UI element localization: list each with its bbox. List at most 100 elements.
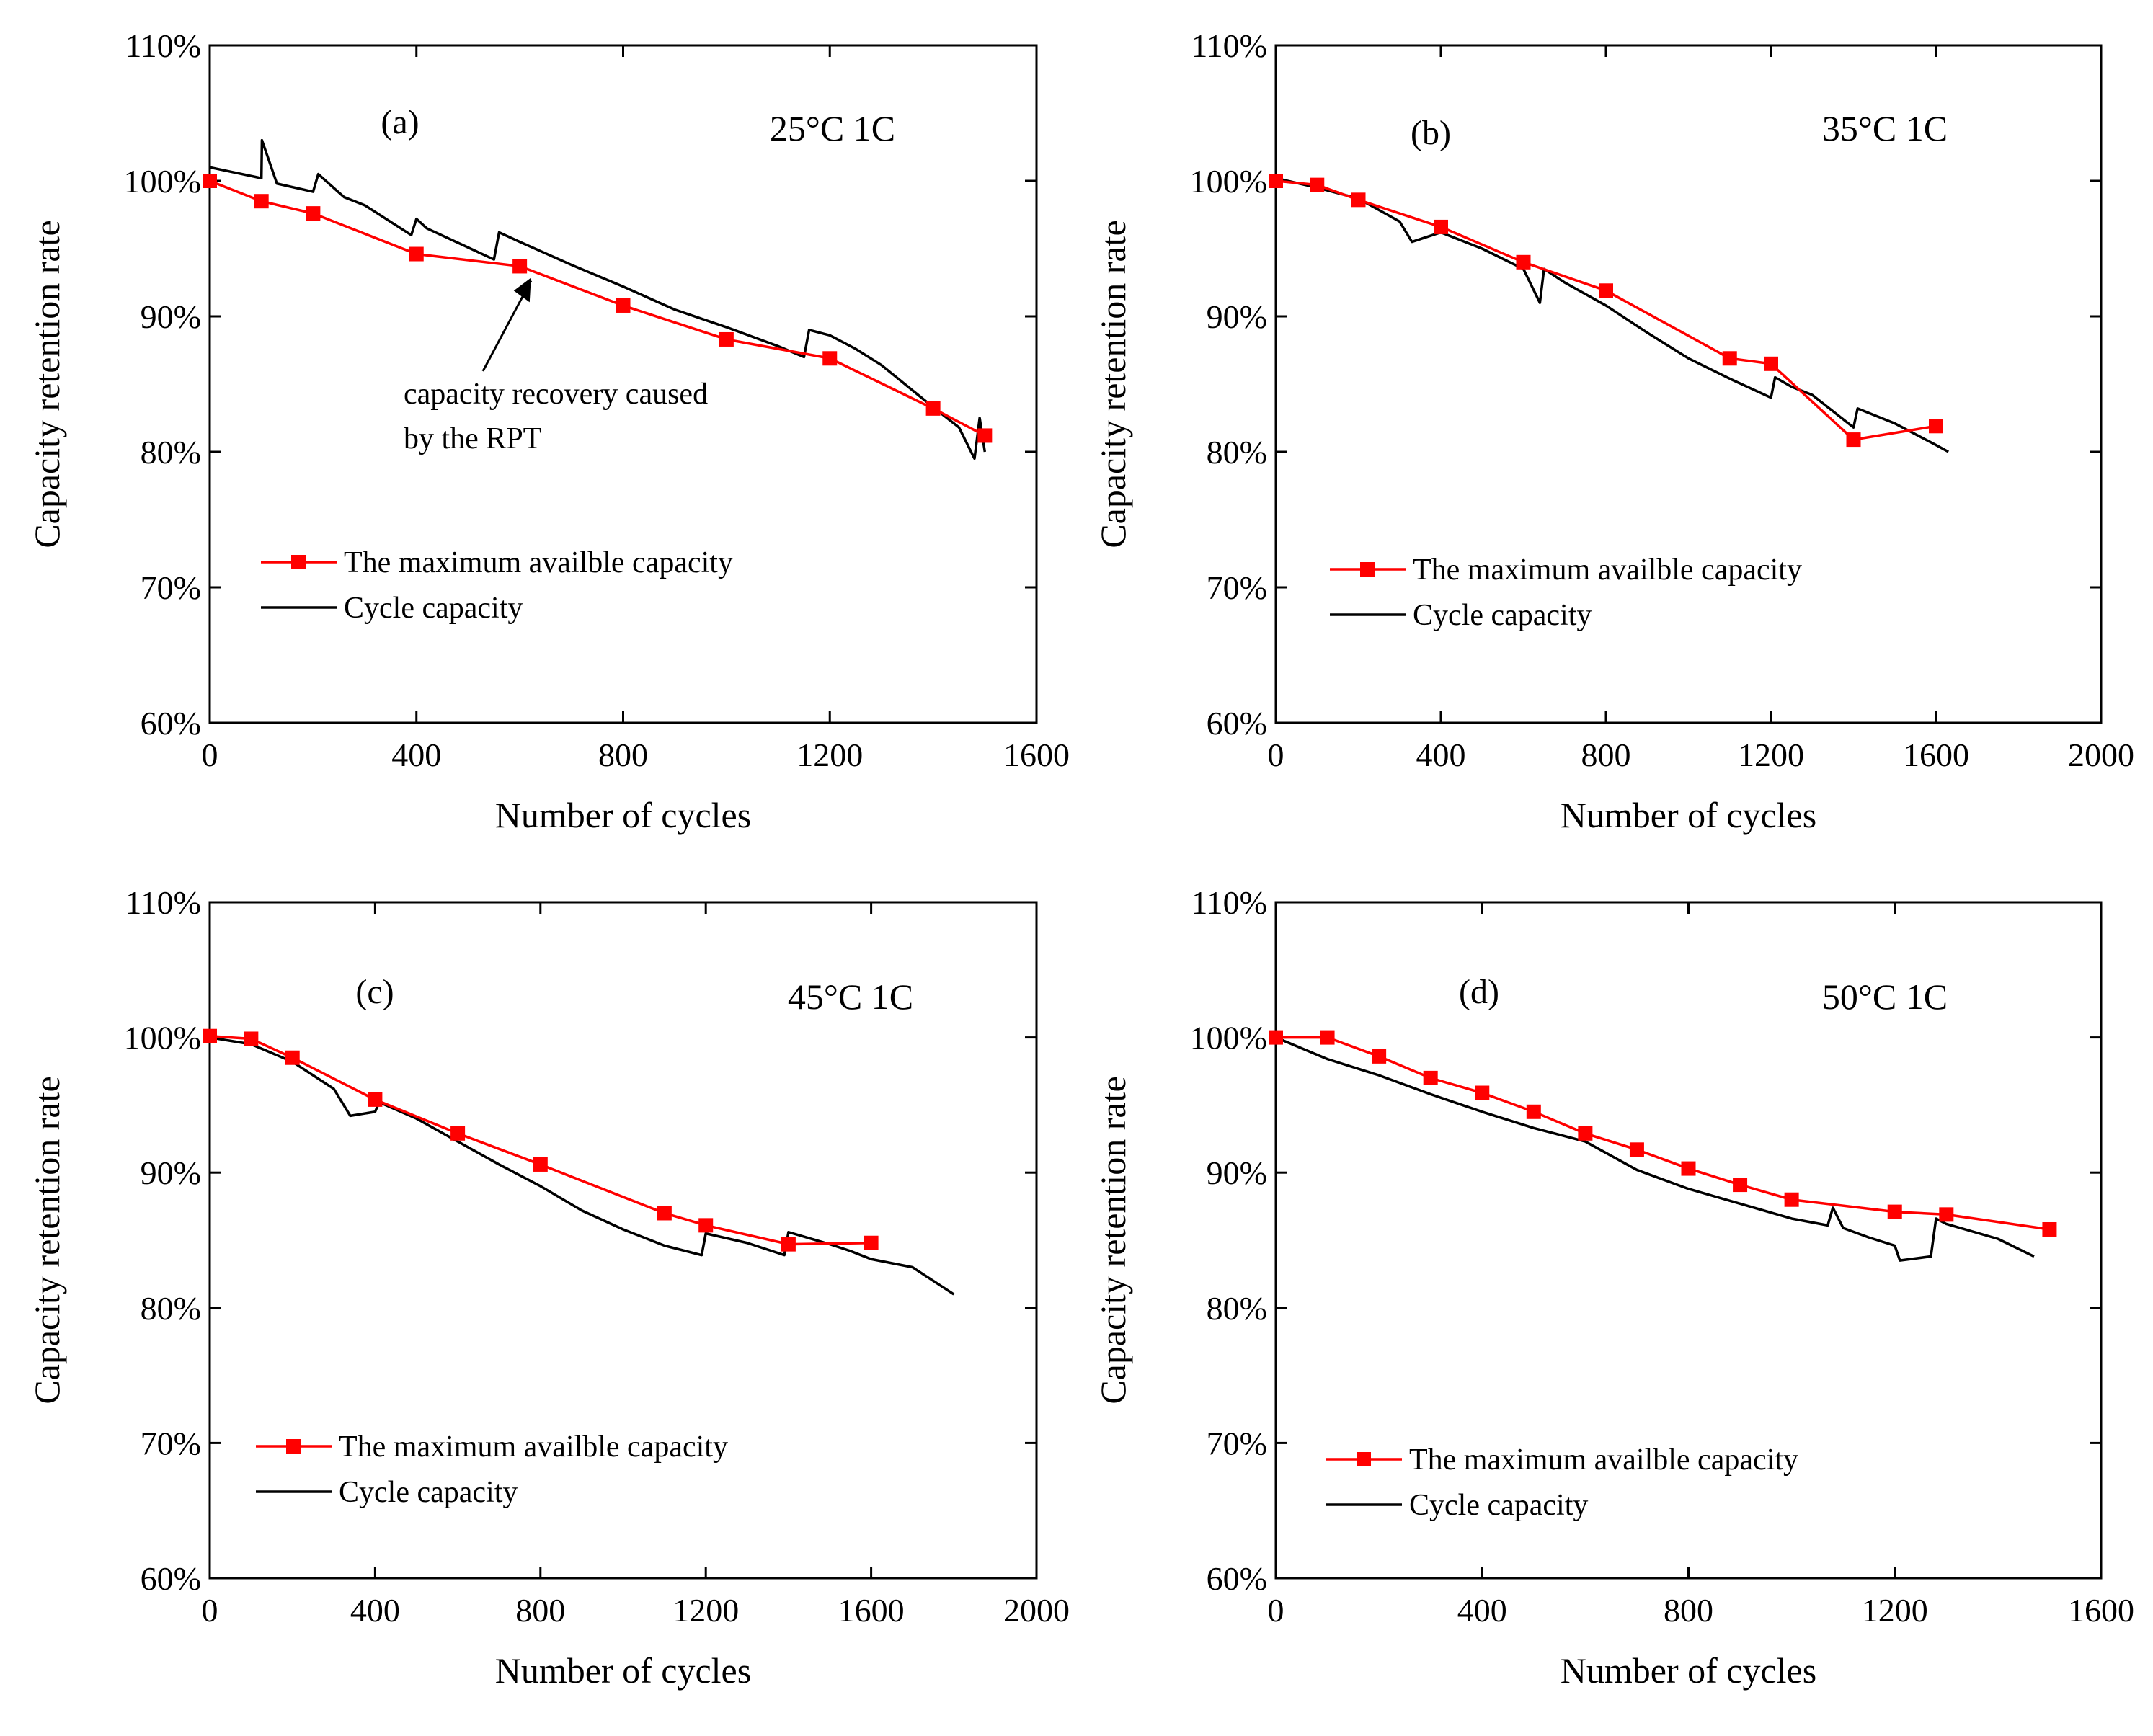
max-capacity-point (533, 1157, 548, 1172)
panel-label: (b) (1411, 114, 1451, 152)
x-tick-label: 0 (202, 1592, 218, 1629)
max-capacity-point (1764, 356, 1778, 371)
x-tick-label: 1200 (1738, 736, 1804, 773)
x-axis-title: Number of cycles (495, 1650, 751, 1691)
max-capacity-point (203, 174, 217, 188)
x-tick-label: 1200 (672, 1592, 739, 1629)
max-capacity-point (409, 246, 424, 262)
legend-red-marker (1357, 1452, 1371, 1466)
y-tick-label: 80% (141, 1290, 201, 1327)
y-tick-label: 60% (141, 705, 201, 742)
x-tick-label: 0 (1268, 1592, 1284, 1629)
x-axis-title: Number of cycles (1561, 795, 1816, 835)
y-tick-label: 80% (1207, 434, 1267, 471)
annotation-line1: capacity recovery caused (404, 378, 708, 411)
max-capacity-point (1320, 1030, 1335, 1045)
x-tick-label: 1600 (2068, 1592, 2134, 1629)
panel-label: (d) (1459, 973, 1499, 1011)
annotation-line2: by the RPT (404, 422, 541, 455)
cycle-capacity-line (209, 1036, 955, 1296)
x-tick-label: 800 (515, 1592, 565, 1629)
y-tick-label: 70% (1207, 569, 1267, 606)
legend-label-max-capacity: The maximum availble capacity (1409, 1443, 1798, 1477)
plot-frame (1274, 44, 2103, 724)
y-tick-label: 90% (1207, 1154, 1267, 1191)
max-capacity-point (1722, 351, 1737, 366)
legend-red-marker (1360, 562, 1375, 577)
x-tick-label: 0 (202, 736, 218, 773)
y-axis-title: Capacity retention rate (1093, 1076, 1133, 1404)
max-capacity-point (698, 1218, 714, 1233)
y-tick-label: 80% (1207, 1290, 1267, 1327)
max-capacity-point (719, 331, 734, 347)
y-tick-label: 60% (1207, 1560, 1267, 1597)
legend-red-marker (286, 1439, 301, 1454)
chart-panel-b: 0 400 800 1200 1600 2000 60% 70% 80% 90% 100% 110% N… (1093, 27, 2134, 835)
y-tick-label: 110% (125, 27, 201, 64)
legend-label-cycle-capacity: Cycle capacity (339, 1476, 518, 1509)
cycle-capacity-line (1275, 177, 1950, 453)
y-axis-title: Capacity retention rate (27, 1076, 67, 1404)
legend-label-cycle-capacity: Cycle capacity (1413, 599, 1592, 632)
max-capacity-point (1578, 1126, 1593, 1141)
y-tick-label: 100% (124, 163, 201, 200)
max-capacity-point (306, 206, 321, 221)
x-axis-title: Number of cycles (495, 795, 751, 835)
max-capacity-point (254, 194, 269, 209)
x-tick-label: 1600 (1903, 736, 1969, 773)
max-capacity-point (1351, 192, 1366, 208)
max-capacity-point (1784, 1192, 1799, 1207)
y-tick-label: 90% (141, 298, 201, 335)
max-capacity-point (925, 401, 941, 416)
x-tick-label: 400 (350, 1592, 400, 1629)
x-tick-label: 800 (598, 736, 648, 773)
y-tick-label: 80% (141, 434, 201, 471)
max-capacity-point (1526, 1104, 1541, 1119)
max-capacity-point (1423, 1070, 1438, 1085)
max-capacity-point (1372, 1049, 1387, 1064)
max-capacity-line (209, 1034, 871, 1246)
max-capacity-point (368, 1092, 383, 1107)
chart-panel-a: 0 400 800 1200 1600 60% 70% 80% 90% 100% 110% Numbe… (27, 27, 1070, 835)
max-capacity-point (203, 1028, 217, 1043)
y-tick-label: 110% (1191, 27, 1267, 64)
y-axis-title: Capacity retention rate (1093, 220, 1133, 548)
plot-frame (1274, 901, 2103, 1580)
y-tick-label: 110% (1191, 884, 1267, 921)
max-capacity-point (977, 428, 993, 443)
plot-frame (208, 901, 1038, 1580)
y-tick-label: 110% (125, 884, 201, 921)
y-tick-label: 70% (1207, 1425, 1267, 1461)
panel-label: (c) (355, 973, 394, 1011)
max-capacity-point (1269, 1030, 1283, 1045)
condition-label: 25°C 1C (770, 108, 895, 148)
max-capacity-point (781, 1237, 796, 1252)
x-tick-label: 1600 (838, 1592, 905, 1629)
max-capacity-point (864, 1235, 879, 1250)
max-capacity-point (1310, 177, 1325, 192)
max-capacity-point (244, 1031, 259, 1046)
max-capacity-point (1681, 1161, 1696, 1176)
max-capacity-point (1629, 1142, 1644, 1157)
y-tick-label: 60% (1207, 705, 1267, 742)
chart-panel-d: 0 400 800 1200 1600 60% 70% 80% 90% 100% 110% Numbe… (1093, 884, 2134, 1691)
y-tick-label: 100% (1190, 1020, 1267, 1056)
annotation-arrow-head (513, 277, 531, 303)
legend-label-max-capacity: The maximum availble capacity (344, 546, 733, 579)
x-tick-label: 400 (1457, 1592, 1507, 1629)
max-capacity-point (2042, 1221, 2057, 1237)
legend-red-marker (291, 555, 306, 569)
max-capacity-point (285, 1050, 300, 1065)
max-capacity-point (822, 351, 838, 366)
cycle-capacity-line (1275, 1036, 2035, 1262)
max-capacity-point (512, 259, 528, 274)
legend-label-max-capacity: The maximum availble capacity (339, 1430, 728, 1464)
x-tick-label: 2000 (1003, 1592, 1070, 1629)
max-capacity-point (1929, 419, 1943, 434)
panel-label: (a) (381, 103, 419, 141)
cycle-capacity-line (209, 138, 987, 460)
max-capacity-point (1846, 432, 1861, 448)
y-tick-label: 100% (124, 1020, 201, 1056)
condition-label: 35°C 1C (1822, 108, 1948, 148)
